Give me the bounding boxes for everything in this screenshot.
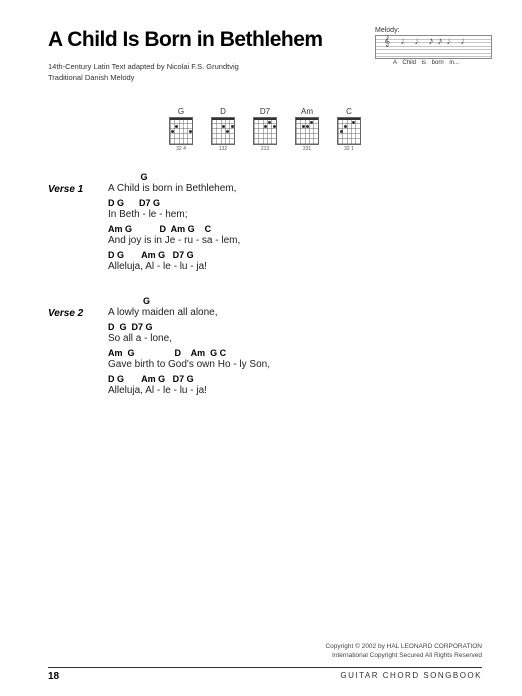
copyright: Copyright © 2002 by HAL LEONARD CORPORAT… [0, 643, 482, 660]
page-number: 18 [48, 671, 59, 682]
chord-line: G [108, 297, 150, 306]
chord-line: D G Am G D7 G [108, 375, 194, 384]
lyric-line: G A lowly maiden all alone, [108, 297, 270, 318]
fingering: 32 1 [337, 146, 361, 152]
verse-label: Verse 1 [48, 173, 108, 277]
credits: 14th-Century Latin Text adapted by Nicol… [48, 62, 239, 83]
fretboard-icon [211, 117, 235, 145]
chord-diagram-am: Am 231 [295, 107, 319, 152]
credit-line-2: Traditional Danish Melody [48, 73, 239, 84]
lyric-text: Alleluja, Al - le - lu - ja! [108, 386, 270, 396]
melody-label: Melody: [375, 27, 492, 34]
book-title: GUITAR CHORD SONGBOOK [340, 671, 482, 680]
lyric-line: D G Am G D7 G Alleluja, Al - le - lu - ja… [108, 375, 270, 396]
chord-name: D7 [253, 107, 277, 116]
chord-name: C [337, 107, 361, 116]
lyric-text: Alleluja, Al - le - lu - ja! [108, 262, 240, 272]
footer: 18 GUITAR CHORD SONGBOOK [48, 667, 482, 682]
chord-line: D G Am G D7 G [108, 251, 194, 260]
chord-name: D [211, 107, 235, 116]
fingering: 32 4 [169, 146, 193, 152]
fingering: 132 [211, 146, 235, 152]
verse-1: Verse 1 G A Child is born in Bethlehem, D… [48, 173, 482, 277]
lyric-text: Gave birth to God's own Ho - ly Son, [108, 360, 270, 370]
lyric-text: In Beth - le - hem; [108, 210, 240, 220]
chord-diagram-g: G 32 4 [169, 107, 193, 152]
chord-line: Am G D Am G C [108, 225, 211, 234]
melody-staff: 𝄞 ♩♩♪♪♩♩ [375, 35, 492, 59]
lyric-line: D G D7 G So all a - lone, [108, 323, 270, 344]
chord-diagrams: G 32 4 D 132 D7 213 Am 231 [48, 83, 482, 173]
verse-2: Verse 2 G A lowly maiden all alone, D G D… [48, 297, 482, 401]
verse-label: Verse 2 [48, 297, 108, 401]
credit-line-1: 14th-Century Latin Text adapted by Nicol… [48, 62, 239, 73]
chord-diagram-c: C 32 1 [337, 107, 361, 152]
chord-line: D G D7 G [108, 323, 153, 332]
lyric-text: A lowly maiden all alone, [108, 308, 270, 318]
lyric-line: Am G D Am G C And joy is in Je - ru - sa … [108, 225, 240, 246]
melody-lyric: A Child is born in... [375, 60, 492, 66]
chord-name: G [169, 107, 193, 116]
fingering: 213 [253, 146, 277, 152]
lyric-line: Am G D Am G C Gave birth to God's own Ho … [108, 349, 270, 370]
lyric-text: A Child is born in Bethlehem, [108, 184, 240, 194]
copyright-line-1: Copyright © 2002 by HAL LEONARD CORPORAT… [0, 643, 482, 651]
fretboard-icon [169, 117, 193, 145]
melody-snippet: Melody: 𝄞 ♩♩♪♪♩♩ A Child is born in... [375, 27, 492, 66]
chord-line: G [108, 173, 148, 182]
chord-line: D G D7 G [108, 199, 160, 208]
fretboard-icon [253, 117, 277, 145]
lyric-line: D G Am G D7 G Alleluja, Al - le - lu - ja… [108, 251, 240, 272]
verses: Verse 1 G A Child is born in Bethlehem, D… [48, 173, 482, 401]
fretboard-icon [337, 117, 361, 145]
lyric-text: So all a - lone, [108, 334, 270, 344]
chord-diagram-d7: D7 213 [253, 107, 277, 152]
fingering: 231 [295, 146, 319, 152]
lyric-line: D G D7 G In Beth - le - hem; [108, 199, 240, 220]
lyric-text: And joy is in Je - ru - sa - lem, [108, 236, 240, 246]
copyright-line-2: International Copyright Secured All Righ… [0, 652, 482, 660]
chord-line: Am G D Am G C [108, 349, 226, 358]
chord-diagram-d: D 132 [211, 107, 235, 152]
fretboard-icon [295, 117, 319, 145]
staff-notes-icon: 𝄞 ♩♩♪♪♩♩ [384, 36, 474, 47]
chord-name: Am [295, 107, 319, 116]
lyric-line: G A Child is born in Bethlehem, [108, 173, 240, 194]
